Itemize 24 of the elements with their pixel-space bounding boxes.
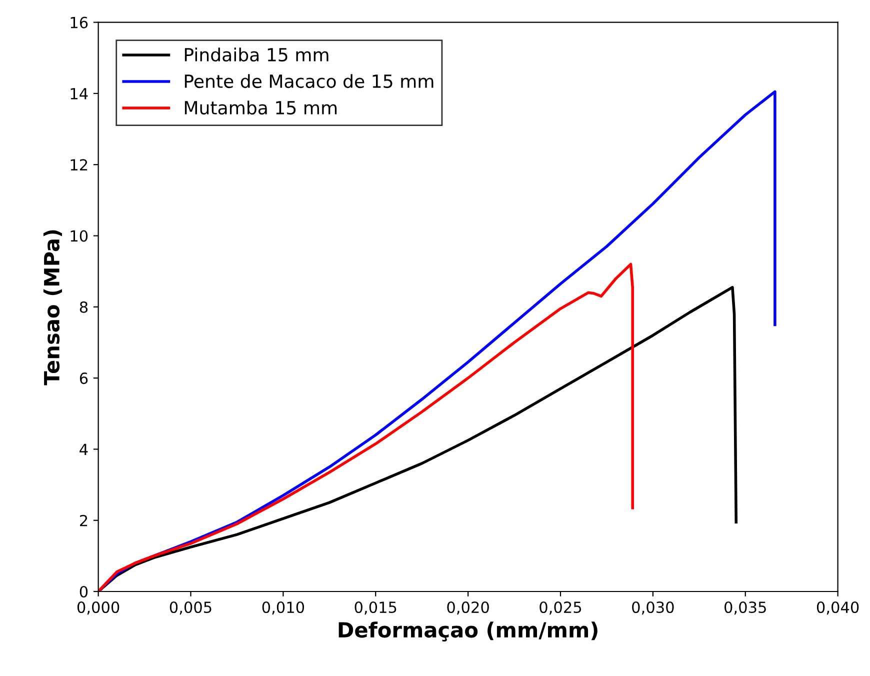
legend-label: Pindaiba 15 mm xyxy=(184,48,328,62)
y-tick-label: 10 xyxy=(70,230,88,242)
x-tick-label: 0,025 xyxy=(540,601,582,615)
x-tick-label: 0,020 xyxy=(447,601,489,615)
x-tick-label: 0,040 xyxy=(816,601,859,615)
y-tick-label: 0 xyxy=(80,586,88,598)
x-tick-label: 0,010 xyxy=(262,601,304,615)
y-tick-label: 16 xyxy=(70,16,88,28)
x-tick-label: 0,035 xyxy=(724,601,766,615)
x-tick-label: 0,015 xyxy=(354,601,396,615)
legend-label: Pente de Macaco de 15 mm xyxy=(184,74,434,88)
y-tick-label: 12 xyxy=(70,159,88,170)
line-series xyxy=(98,262,634,592)
y-tick-label: 8 xyxy=(80,301,88,313)
y-tick-label: 14 xyxy=(70,88,88,100)
y-tick-label: 2 xyxy=(80,514,88,526)
legend-label: Mutamba 15 mm xyxy=(184,100,337,115)
x-axis-title: Deformaçao (mm/mm) xyxy=(338,622,598,642)
y-tick-label: 6 xyxy=(80,372,88,384)
y-axis-title: Tensao (MPa) xyxy=(43,230,62,386)
x-tick-label: 0,005 xyxy=(170,601,212,615)
x-tick-label: 0,030 xyxy=(632,601,674,615)
x-tick-label: 0,000 xyxy=(77,601,120,615)
y-tick-label: 4 xyxy=(80,444,88,456)
